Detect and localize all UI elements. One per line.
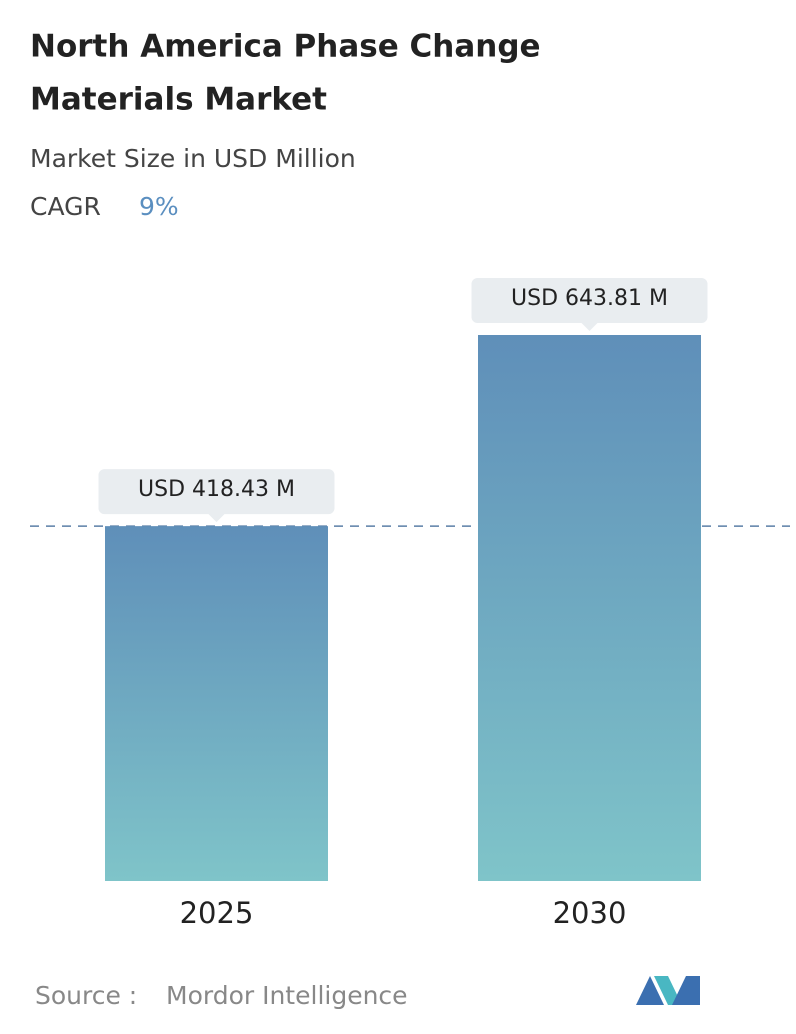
- bar: [105, 526, 328, 881]
- source-label: Source :: [35, 981, 137, 1010]
- chart-subtitle: Market Size in USD Million: [30, 144, 356, 173]
- value-label: USD 418.43 M: [138, 477, 295, 502]
- logo: [636, 976, 700, 1005]
- chart-title: Materials Market: [30, 82, 327, 118]
- cagr-value: 9%: [139, 192, 179, 221]
- x-tick-label: 2030: [553, 896, 627, 930]
- source-name: Mordor Intelligence: [166, 981, 408, 1010]
- chart-title: North America Phase Change: [30, 29, 541, 65]
- value-label: USD 643.81 M: [511, 286, 668, 311]
- cagr-label: CAGR: [30, 192, 101, 221]
- bar: [478, 335, 701, 881]
- x-tick-label: 2025: [180, 896, 254, 930]
- value-label-bubble: [98, 469, 335, 523]
- value-label-bubble: [471, 278, 708, 331]
